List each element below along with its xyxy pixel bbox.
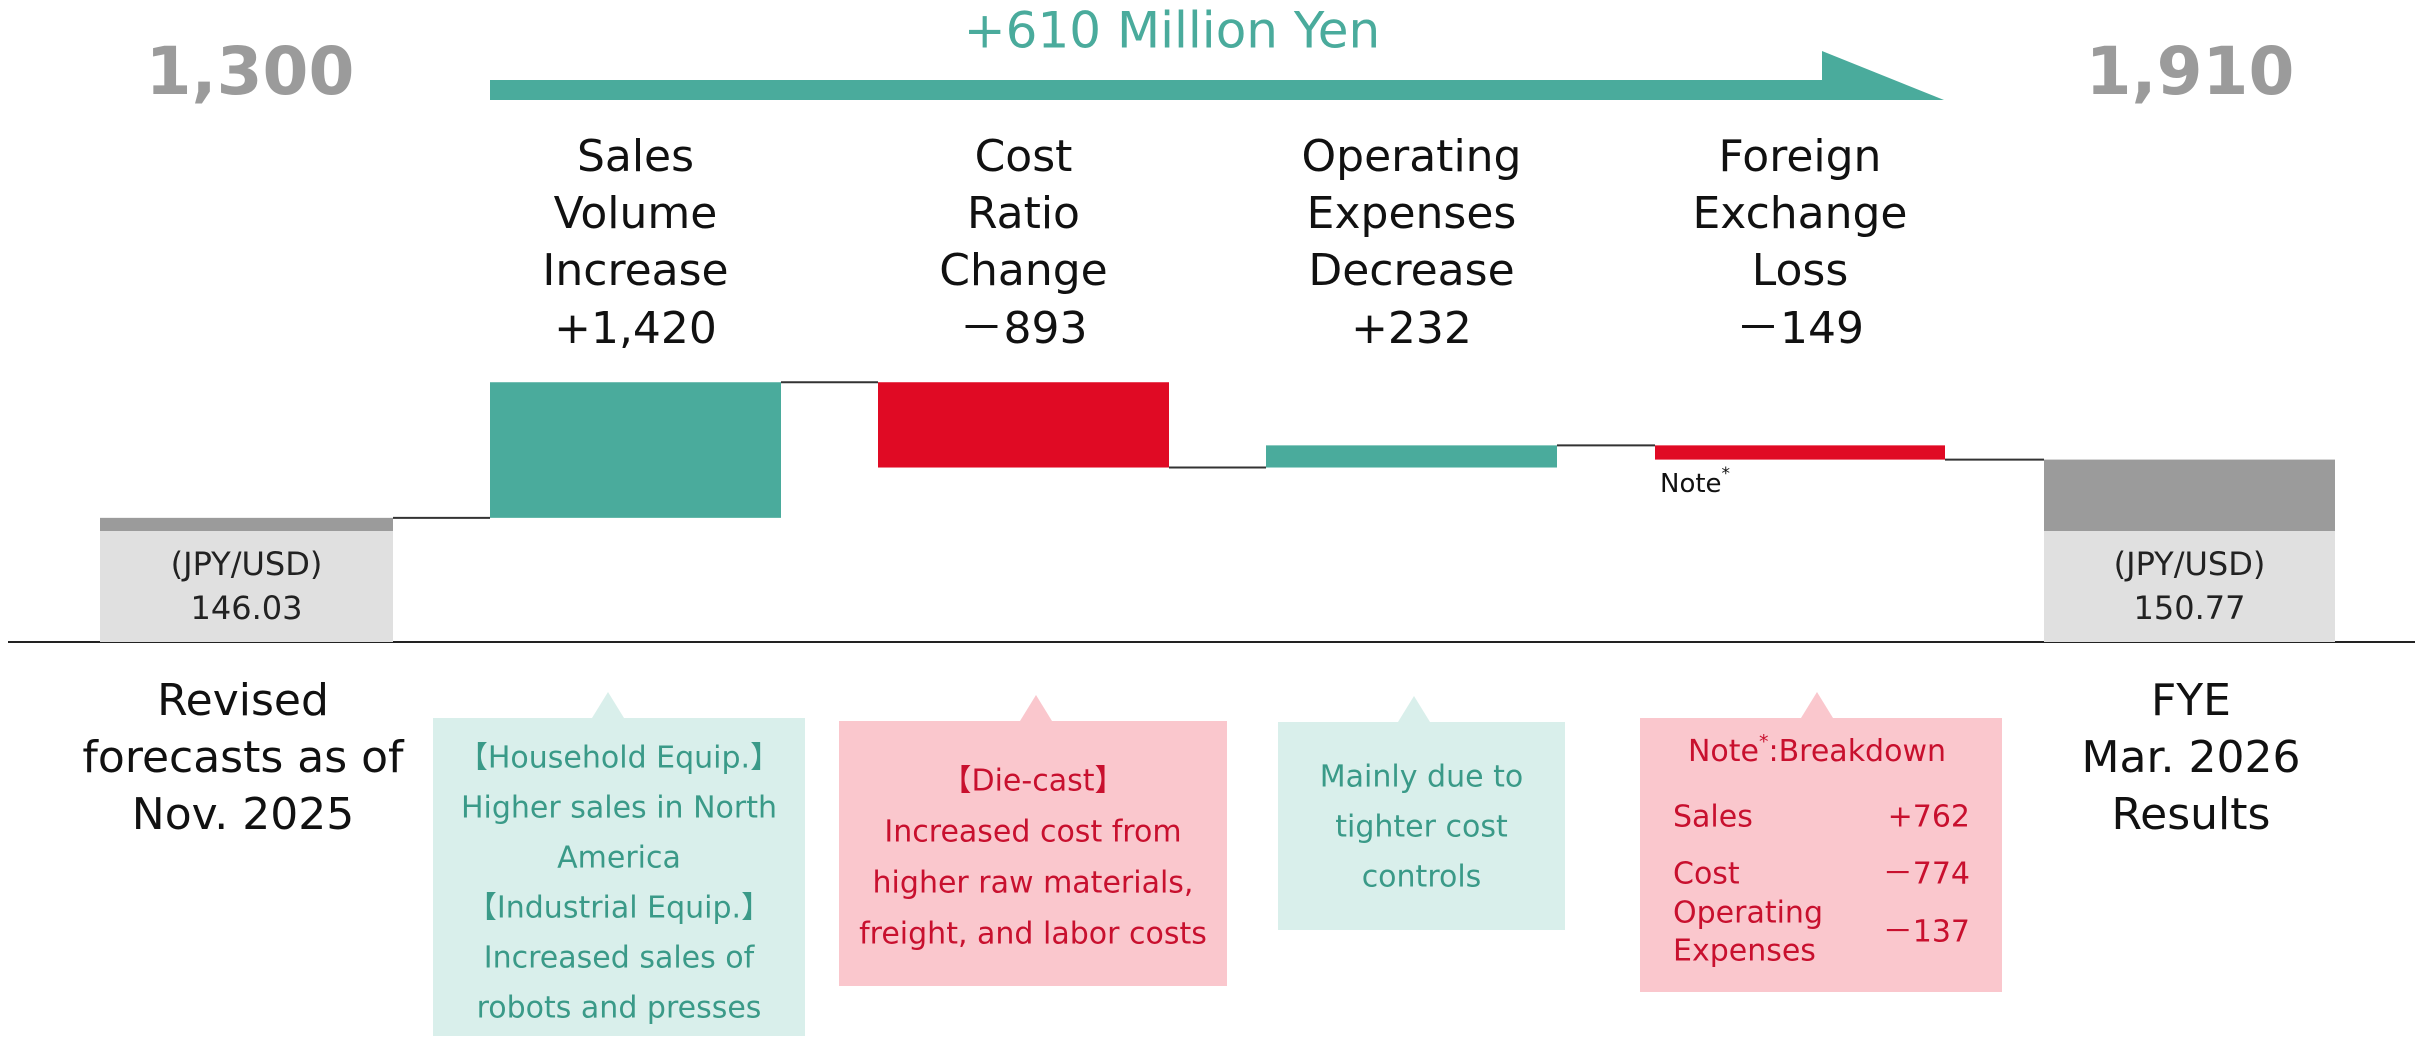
step-value-label: +232 <box>1351 303 1472 354</box>
rate-label: (JPY/USD) <box>2114 545 2266 583</box>
step-bar <box>1655 445 1945 460</box>
breakdown-name: Cost <box>1673 857 1740 892</box>
breakdown-value: －137 <box>1883 915 1970 950</box>
step-value-label: －893 <box>960 303 1088 354</box>
note-sup: * <box>1722 464 1731 484</box>
step-bar <box>490 382 781 518</box>
category-label: Decrease <box>1308 245 1514 296</box>
total-value-label: 1,300 <box>146 33 355 110</box>
category-label: Increase <box>542 245 728 296</box>
category-label: Exchange <box>1693 188 1908 239</box>
total-label: Mar. 2026 <box>2082 732 2301 783</box>
breakdown-box <box>1640 718 2002 992</box>
breakdown-title: Note*:Breakdown <box>1688 731 1946 769</box>
total-bar <box>100 517 393 531</box>
arrow-band <box>490 80 1824 100</box>
callout-text: freight, and labor costs <box>859 917 1207 952</box>
callout-text: America <box>557 841 681 876</box>
breakdown-title-rest: :Breakdown <box>1768 734 1946 769</box>
callout-text: robots and presses <box>477 991 762 1026</box>
callout-text: Higher sales in North <box>461 791 777 826</box>
callout-text: Increased sales of <box>484 941 756 976</box>
callout-pointer <box>1801 692 1833 718</box>
category-label: Volume <box>554 188 718 239</box>
breakdown-name: Expenses <box>1673 934 1816 969</box>
category-label: Operating <box>1302 131 1522 182</box>
callout-text: 【Die-cast】 <box>942 764 1125 799</box>
callout-box <box>1278 722 1565 930</box>
breakdown-value: －774 <box>1883 857 1970 892</box>
callout-text: tighter cost <box>1335 810 1508 845</box>
callout-box <box>433 718 805 1036</box>
callout-text: Mainly due to <box>1320 760 1523 795</box>
breakdown-name: Sales <box>1673 800 1753 835</box>
callout-text: higher raw materials, <box>873 866 1194 901</box>
note-text: Note <box>1660 469 1722 499</box>
callout-text: Increased cost from <box>884 815 1181 850</box>
category-label: Expenses <box>1307 188 1517 239</box>
step-bar <box>1266 445 1557 468</box>
breakdown-title-sup: * <box>1759 731 1769 753</box>
category-label: Change <box>939 245 1107 296</box>
callout-pointer <box>1020 695 1052 721</box>
total-label: Nov. 2025 <box>132 789 354 840</box>
breakdown-name: Operating <box>1673 896 1823 931</box>
callout-box <box>839 721 1227 986</box>
rate-label: (JPY/USD) <box>171 545 323 583</box>
total-base <box>2044 531 2335 642</box>
step-value-label: +1,420 <box>554 303 717 354</box>
arrow-head <box>1822 51 1944 100</box>
total-label: forecasts as of <box>82 732 405 783</box>
step-bar <box>878 382 1169 468</box>
total-label: FYE <box>2151 675 2231 726</box>
callout-text: 【Household Equip.】 <box>458 741 780 776</box>
callout-pointer <box>1398 696 1430 722</box>
breakdown-title-text: Note <box>1688 734 1759 769</box>
category-label: Ratio <box>967 188 1080 239</box>
rate-value: 150.77 <box>2134 589 2246 627</box>
total-value-label: 1,910 <box>2086 33 2295 110</box>
step-value-label: －149 <box>1736 303 1864 354</box>
total-label: Revised <box>157 675 329 726</box>
breakdown-value: +762 <box>1888 800 1970 835</box>
category-label: Sales <box>577 131 694 182</box>
callout-text: controls <box>1362 860 1482 895</box>
total-label: Results <box>2112 789 2271 840</box>
callout-pointer <box>592 692 624 718</box>
category-label: Loss <box>1752 245 1849 296</box>
total-bar <box>2044 459 2335 531</box>
rate-value: 146.03 <box>191 589 303 627</box>
category-label: Foreign <box>1719 131 1882 182</box>
category-label: Cost <box>975 131 1073 182</box>
total-base <box>100 531 393 642</box>
chart-title: +610 Million Yen <box>964 2 1380 60</box>
callout-text: 【Industrial Equip.】 <box>467 891 771 926</box>
note-label: Note* <box>1660 464 1730 499</box>
